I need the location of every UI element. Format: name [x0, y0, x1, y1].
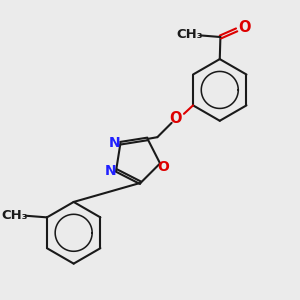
- Text: O: O: [158, 160, 169, 174]
- Text: CH₃: CH₃: [177, 28, 203, 41]
- Text: CH₃: CH₃: [2, 209, 28, 222]
- Text: N: N: [104, 164, 116, 178]
- Text: O: O: [238, 20, 251, 35]
- Text: O: O: [169, 112, 182, 127]
- Text: N: N: [109, 136, 120, 150]
